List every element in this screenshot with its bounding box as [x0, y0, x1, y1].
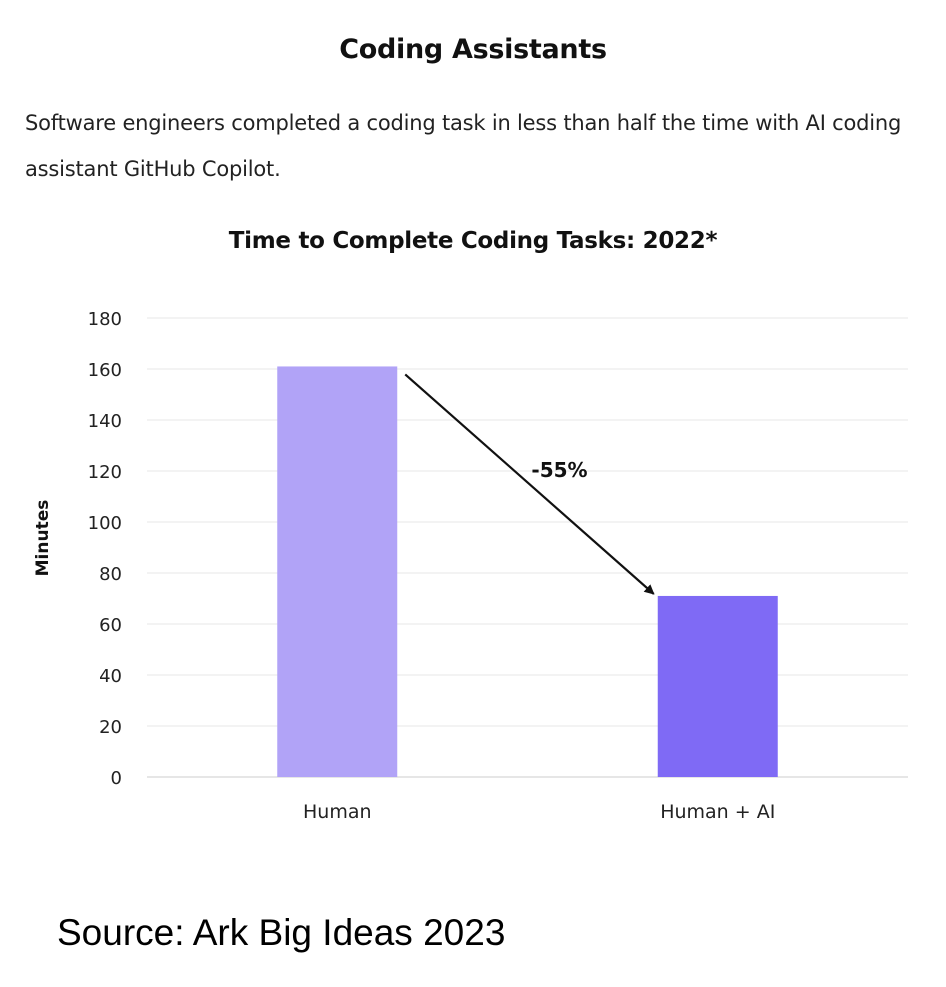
- page-title: Coding Assistants: [339, 34, 607, 65]
- y-tick-label: 20: [99, 717, 122, 738]
- bar-1: [657, 595, 778, 777]
- y-tick-label: 60: [99, 615, 122, 636]
- annotation: -55%: [404, 373, 655, 595]
- bars: [277, 366, 778, 777]
- y-tick-label: 100: [88, 513, 122, 534]
- y-tick-label: 160: [88, 360, 122, 381]
- change-label: -55%: [531, 458, 587, 482]
- source-note: Source: Ark Big Ideas 2023: [57, 912, 506, 953]
- y-tick-label: 180: [88, 309, 122, 330]
- y-tick-label: 40: [99, 666, 122, 687]
- y-axis-ticks: 0 20 40 60 80 100 120 140 160 180: [88, 309, 122, 789]
- y-tick-label: 120: [88, 462, 122, 483]
- y-tick-label: 0: [111, 768, 122, 789]
- arrow: [404, 373, 655, 595]
- bar-0: [277, 366, 398, 777]
- y-tick-label: 140: [88, 411, 122, 432]
- chart-title: Time to Complete Coding Tasks: 2022*: [228, 228, 718, 254]
- x-axis-ticks: Human Human + AI: [303, 801, 775, 823]
- bar-chart: 0 20 40 60 80 100 120 140 160 180 Human Human + AI…: [33, 309, 908, 823]
- gridlines: [147, 317, 908, 778]
- x-tick-label: Human + AI: [660, 801, 775, 823]
- x-tick-label: Human: [303, 801, 372, 823]
- y-axis-label: Minutes: [33, 500, 53, 577]
- y-tick-label: 80: [99, 564, 122, 585]
- page-description: Software engineers completed a coding ta…: [25, 111, 902, 181]
